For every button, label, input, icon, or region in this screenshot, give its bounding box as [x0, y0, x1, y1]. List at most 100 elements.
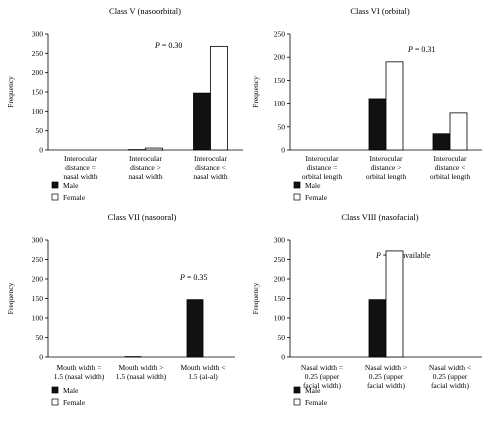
y-tick-label: 50: [36, 126, 44, 135]
bar-female: [145, 147, 163, 151]
y-tick-label: 200: [274, 275, 286, 284]
chart-panel-1: Class V (nasoorbital) 0 50 100 150 200 250 300 F…: [6, 6, 243, 202]
category-label: facial width): [431, 381, 470, 390]
category-label: facial width): [367, 381, 406, 390]
chart-panel-2: Class VI (orbital) 0 50 100 150 200 250 Frequen…: [251, 6, 482, 202]
bar-female: [385, 61, 404, 151]
y-tick-label: 250: [274, 255, 286, 264]
category-label: 0.25 (upper: [305, 372, 340, 381]
y-tick-label: 200: [274, 53, 286, 62]
category-label: 1.5 (nasal width): [54, 372, 105, 381]
y-tick-label: 150: [274, 294, 286, 303]
category-label: distance <: [195, 163, 226, 172]
p-value-annotation: P = 0.35: [179, 273, 207, 282]
category-label: Nasal width >: [365, 363, 407, 372]
legend-swatch-female: [51, 398, 59, 406]
y-tick-label: 0: [39, 146, 43, 155]
y-tick-label: 100: [274, 99, 286, 108]
category-label: nasal width: [63, 172, 98, 181]
legend-swatch-female: [51, 193, 59, 201]
bar-male: [368, 299, 387, 358]
y-axis-label: Frequency: [6, 76, 15, 108]
legend-label-female: Female: [305, 193, 328, 202]
legend-swatch-male: [51, 386, 59, 394]
category-label: Nasal width <: [429, 363, 471, 372]
y-axis-label: Frequency: [251, 282, 260, 314]
y-tick-label: 100: [32, 314, 44, 323]
bar-female: [210, 45, 228, 151]
chart-panel-3: Class VII (nasooral) 0 50 100 150 200 250 300 Fr…: [6, 212, 235, 407]
bar-male: [186, 299, 204, 358]
y-tick-label: 300: [32, 236, 44, 245]
p-value-annotation: P = not available: [375, 251, 431, 260]
bar-male: [432, 133, 451, 151]
legend-label-female: Female: [63, 398, 86, 407]
category-label: 0.25 (upper: [433, 372, 468, 381]
category-label: distance >: [371, 163, 402, 172]
chart-title: Class V (nasoorbital): [109, 6, 181, 16]
category-label: distance <: [435, 163, 466, 172]
category-label: Mouth width =: [56, 363, 101, 372]
p-value-annotation: P = 0.31: [407, 45, 435, 54]
y-tick-label: 250: [274, 30, 286, 39]
chart-title: Class VIII (nasofacial): [341, 212, 418, 222]
y-tick-label: 0: [281, 353, 285, 362]
y-axis-label: Frequency: [6, 282, 15, 314]
category-label: Interocular: [370, 154, 403, 163]
y-tick-label: 0: [281, 146, 285, 155]
bar-male: [193, 92, 211, 151]
p-value-annotation: P = 0.30: [154, 41, 182, 50]
y-tick-label: 50: [36, 333, 44, 342]
y-tick-label: 250: [32, 255, 44, 264]
y-tick-label: 50: [278, 333, 286, 342]
legend-swatch-female: [293, 193, 301, 201]
category-label: 0.25 (upper: [369, 372, 404, 381]
chart-title: Class VI (orbital): [350, 6, 410, 16]
chart-panel-4: Class VIII (nasofacial) 0 50 100 150 200 250 30…: [251, 212, 482, 407]
bar-male: [368, 98, 387, 151]
category-label: Mouth width <: [180, 363, 225, 372]
legend-swatch-female: [293, 398, 301, 406]
bar-female: [385, 250, 404, 358]
y-tick-label: 200: [32, 68, 44, 77]
legend-swatch-male: [293, 181, 301, 189]
category-label: nasal width: [128, 172, 163, 181]
category-label: distance =: [307, 163, 338, 172]
legend-label-male: Male: [305, 181, 321, 190]
y-tick-label: 150: [32, 88, 44, 97]
category-label: Mouth width >: [118, 363, 163, 372]
category-label: distance =: [65, 163, 96, 172]
category-label: orbital length: [430, 172, 470, 181]
y-tick-label: 200: [32, 275, 44, 284]
category-label: orbital length: [302, 172, 342, 181]
legend-label-female: Female: [305, 398, 328, 407]
y-axis-label: Frequency: [251, 76, 260, 108]
legend-label-male: Male: [305, 386, 321, 395]
chart-title: Class VII (nasooral): [108, 212, 177, 222]
category-label: Interocular: [434, 154, 467, 163]
bar-female: [449, 112, 468, 151]
category-label: 1.5 (al-al): [188, 372, 218, 381]
category-label: orbital length: [366, 172, 406, 181]
y-tick-label: 300: [32, 30, 44, 39]
category-label: nasal width: [193, 172, 228, 181]
legend-swatch-male: [293, 386, 301, 394]
category-label: distance >: [130, 163, 161, 172]
y-tick-label: 150: [32, 294, 44, 303]
category-label: Interocular: [64, 154, 97, 163]
category-label: 1.5 (nasal width): [116, 372, 167, 381]
y-tick-label: 50: [278, 122, 286, 131]
category-label: Interocular: [306, 154, 339, 163]
y-tick-label: 150: [274, 76, 286, 85]
category-label: Nasal width =: [301, 363, 343, 372]
y-tick-label: 100: [32, 107, 44, 116]
legend-swatch-male: [51, 181, 59, 189]
legend-label-male: Male: [63, 181, 79, 190]
legend-label-male: Male: [63, 386, 79, 395]
y-tick-label: 100: [274, 314, 286, 323]
legend-label-female: Female: [63, 193, 86, 202]
y-tick-label: 0: [39, 353, 43, 362]
y-tick-label: 250: [32, 49, 44, 58]
category-label: facial width): [303, 381, 342, 390]
